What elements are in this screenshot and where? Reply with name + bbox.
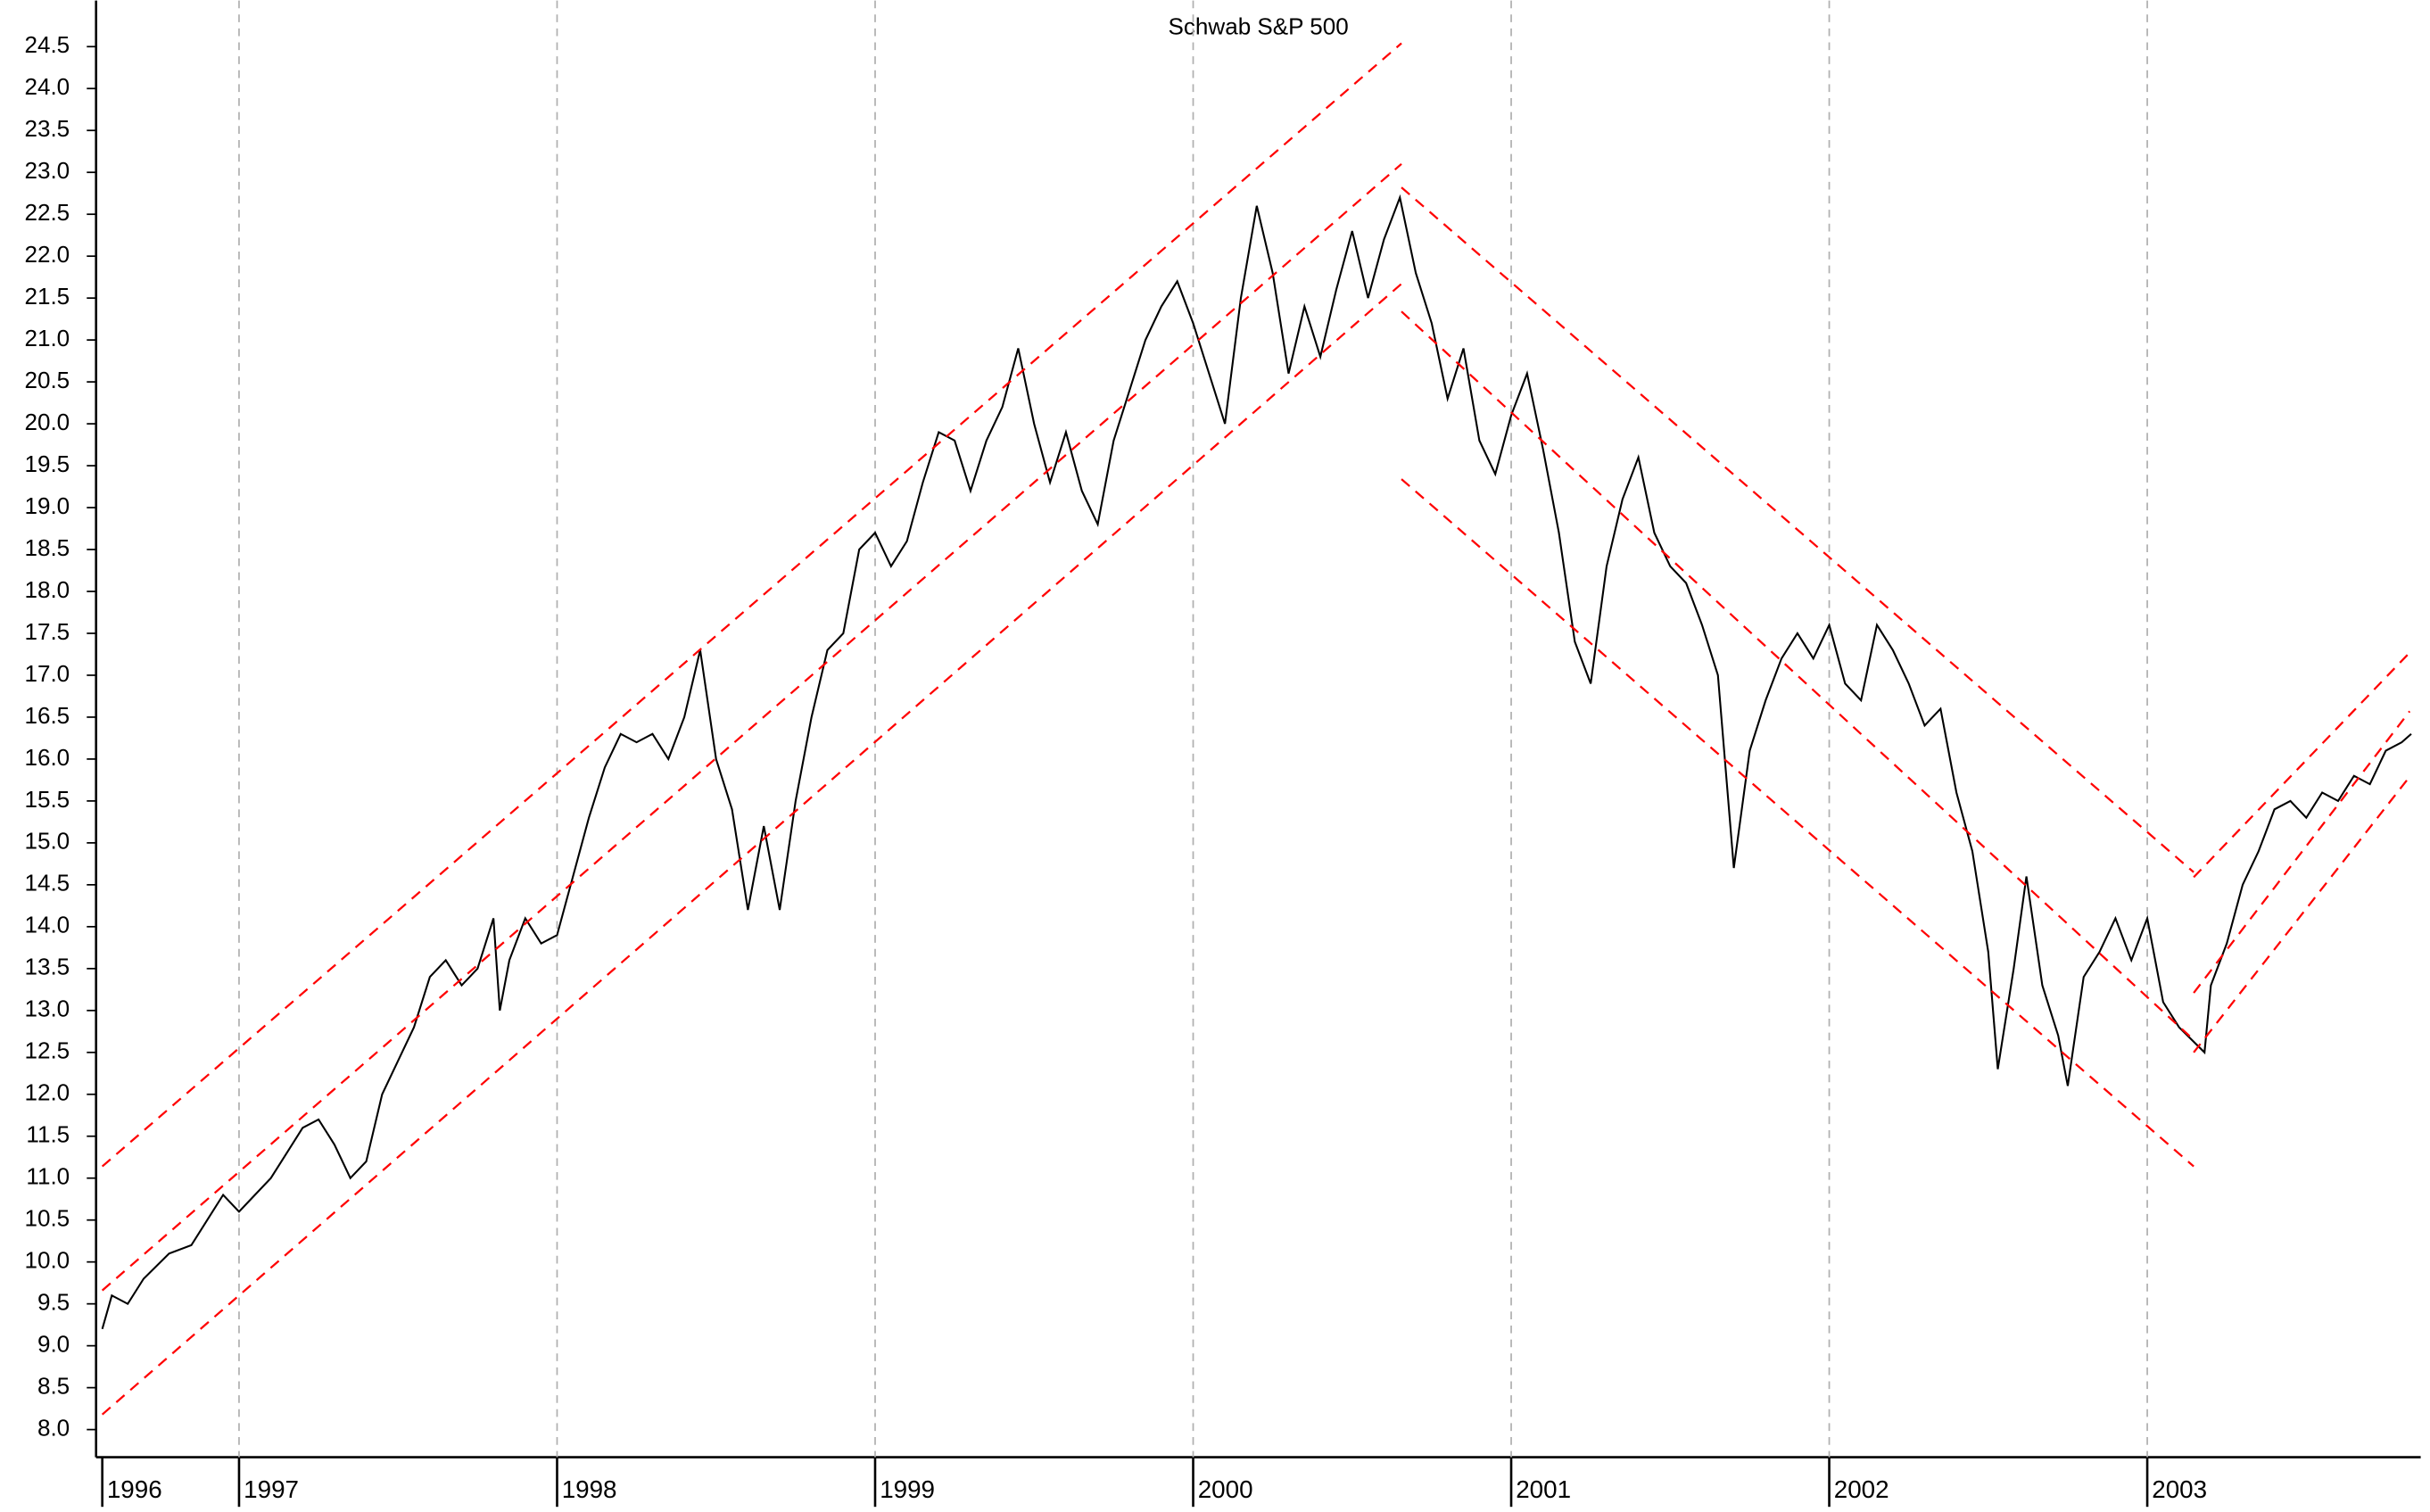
- chart-title: Schwab S&P 500: [1169, 13, 1349, 40]
- y-tick-label: 13.5: [24, 954, 70, 980]
- y-tick-label: 24.5: [24, 31, 70, 58]
- y-tick-label: 11.5: [26, 1121, 70, 1148]
- y-tick-label: 8.5: [37, 1372, 70, 1399]
- y-tick-label: 17.5: [24, 618, 70, 645]
- y-tick-label: 11.0: [26, 1163, 70, 1190]
- y-tick-label: 20.0: [24, 409, 70, 435]
- channel-line: [1401, 186, 2194, 873]
- y-tick-label: 23.0: [24, 157, 70, 184]
- y-tick-label: 14.5: [24, 870, 70, 896]
- y-tick-label: 23.5: [24, 115, 70, 142]
- x-tick-label: 1996: [107, 1475, 162, 1503]
- channel-line: [101, 162, 1402, 1292]
- y-tick-label: 12.0: [24, 1079, 70, 1106]
- price-line: [101, 194, 2412, 1330]
- y-tick-label: 17.0: [24, 660, 70, 687]
- y-tick-label: 22.0: [24, 241, 70, 268]
- y-tick-label: 19.5: [24, 450, 70, 477]
- channel-line: [1401, 310, 2194, 1041]
- x-tick-label: 2001: [1516, 1475, 1571, 1503]
- y-tick-label: 8.0: [37, 1414, 70, 1441]
- x-tick-label: 1998: [562, 1475, 617, 1503]
- x-tick-label: 1997: [244, 1475, 299, 1503]
- y-tick-label: 19.0: [24, 492, 70, 519]
- y-tick-label: 13.0: [24, 996, 70, 1022]
- y-tick-label: 15.0: [24, 828, 70, 855]
- y-tick-label: 15.5: [24, 786, 70, 813]
- channel-line: [1401, 478, 2194, 1168]
- y-tick-label: 24.0: [24, 73, 70, 100]
- y-tick-label: 21.0: [24, 325, 70, 351]
- channel-line: [101, 283, 1402, 1416]
- y-tick-label: 14.0: [24, 912, 70, 938]
- y-tick-label: 18.0: [24, 576, 70, 603]
- channel-line: [101, 42, 1402, 1168]
- y-tick-label: 9.0: [37, 1331, 70, 1358]
- y-tick-label: 22.5: [24, 199, 70, 226]
- y-tick-label: 16.0: [24, 744, 70, 771]
- y-tick-label: 10.5: [24, 1205, 70, 1232]
- channel-line: [2193, 775, 2411, 1053]
- y-tick-label: 9.5: [37, 1289, 70, 1316]
- y-tick-label: 20.5: [24, 367, 70, 393]
- y-tick-label: 12.5: [24, 1037, 70, 1064]
- y-tick-label: 18.5: [24, 534, 70, 561]
- channel-line: [2193, 710, 2411, 994]
- channel-line: [2193, 651, 2411, 879]
- x-tick-label: 2002: [1834, 1475, 1889, 1503]
- y-tick-label: 10.0: [24, 1247, 70, 1274]
- x-tick-label: 1999: [880, 1475, 935, 1503]
- y-tick-label: 21.5: [24, 283, 70, 310]
- x-tick-label: 2003: [2152, 1475, 2207, 1503]
- x-tick-label: 2000: [1198, 1475, 1253, 1503]
- y-tick-label: 16.5: [24, 702, 70, 729]
